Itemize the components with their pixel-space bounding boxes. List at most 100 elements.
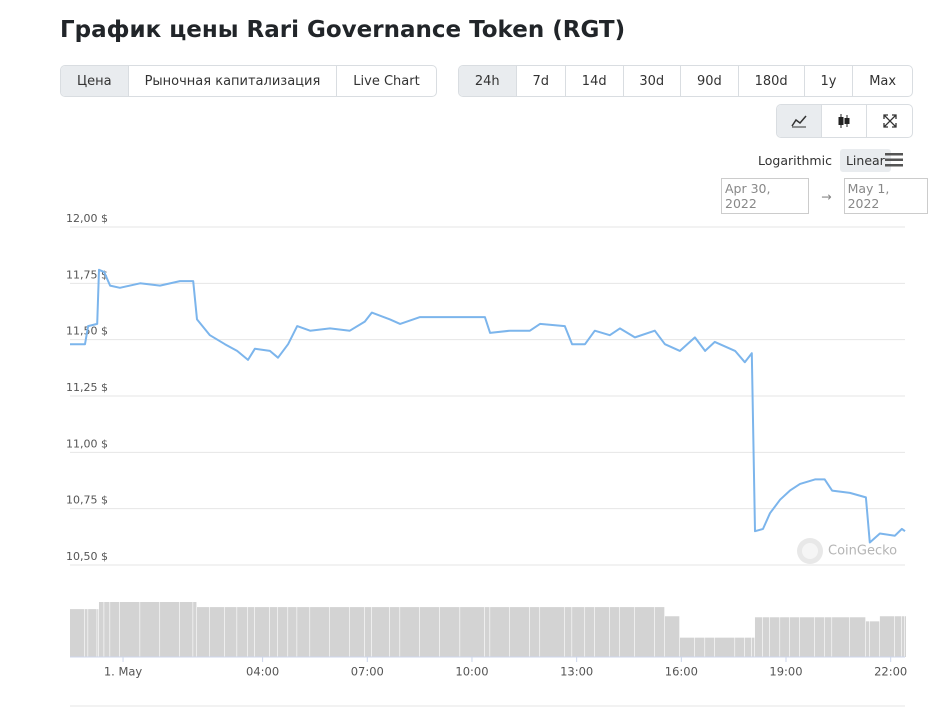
volume-bar (400, 607, 420, 657)
volume-bar (310, 607, 330, 657)
volume-bar (297, 607, 310, 657)
volume-bar (654, 607, 665, 657)
volume-bar (179, 602, 193, 657)
y-tick-label: 11,25 $ (66, 381, 108, 394)
volume-bar (160, 602, 180, 657)
view-tab[interactable]: Live Chart (353, 73, 420, 89)
volume-bar (439, 607, 460, 657)
volume-bar (735, 637, 745, 657)
volume-bar (104, 602, 110, 657)
range-button[interactable]: 7d (517, 66, 566, 96)
view-tabs: Цена Рыночная капитализация Live Chart (60, 65, 437, 97)
volume-bar (865, 621, 870, 657)
date-to[interactable]: May 1, 2022 (843, 178, 928, 214)
volume-bar (329, 607, 350, 657)
volume-bar (754, 617, 763, 657)
volume-bar (751, 637, 755, 657)
volume-bar (510, 607, 530, 657)
volume-bar (894, 616, 902, 657)
x-tick-label: 13:00 (560, 665, 593, 679)
y-tick-label: 12,00 $ (66, 212, 108, 225)
scale-linear[interactable]: Linear (839, 149, 891, 172)
y-tick-label: 11,00 $ (66, 437, 108, 450)
x-tick-label: 19:00 (769, 665, 802, 679)
range-button[interactable]: 14d (566, 66, 624, 96)
volume-bar (901, 616, 905, 657)
volume-bar (824, 617, 832, 657)
volume-bar (119, 602, 140, 657)
view-tab[interactable]: Цена (61, 66, 129, 96)
volume-bar (762, 617, 770, 657)
volume-bar (705, 637, 715, 657)
volume-bar (277, 607, 288, 657)
menu-button[interactable] (885, 153, 903, 167)
volume-bar (269, 607, 278, 657)
view-tab[interactable]: Рыночная капитализация (129, 66, 338, 96)
line-chart-button[interactable] (777, 105, 822, 137)
volume-bar (209, 607, 225, 657)
volume-bar (619, 607, 635, 657)
volume-bar (564, 607, 572, 657)
scale-log[interactable]: Logarithmic (758, 153, 832, 168)
range-button[interactable]: Max (869, 73, 897, 89)
range-button[interactable]: 180d (739, 66, 805, 96)
candle-icon (838, 114, 850, 128)
volume-bar (594, 607, 610, 657)
date-separator: → (821, 188, 832, 204)
watermark: CoinGecko (797, 538, 897, 564)
x-tick-label: 16:00 (665, 665, 698, 679)
volume-bar (197, 607, 210, 657)
volume-bar (247, 607, 255, 657)
volume-bar (254, 607, 270, 657)
volume-bar (585, 607, 595, 657)
volume-bar (694, 637, 705, 657)
volume-bar (88, 609, 97, 657)
volume-bar (70, 609, 85, 657)
volume-bar (540, 607, 565, 657)
fullscreen-button[interactable] (867, 105, 912, 137)
volume-bar (140, 602, 160, 657)
range-button[interactable]: 30d (624, 66, 682, 96)
watermark-text: CoinGecko (828, 544, 897, 559)
volume-bar (97, 609, 99, 657)
volume-bar (769, 617, 780, 657)
volume-bar (349, 607, 365, 657)
watermark-logo-inner (802, 543, 818, 559)
volume-bar (371, 607, 390, 657)
volume-bar (814, 617, 825, 657)
volume-bar (789, 617, 800, 657)
volume-bar (460, 607, 485, 657)
volume-bar (849, 617, 866, 657)
candle-chart-button[interactable] (822, 105, 867, 137)
volume-bar (799, 617, 815, 657)
y-tick-label: 10,50 $ (66, 550, 108, 563)
date-from[interactable]: Apr 30, 2022 (721, 178, 810, 214)
volume-bar (389, 607, 400, 657)
x-tick-label: 07:00 (351, 665, 384, 679)
x-tick-label: 1. May (104, 665, 143, 679)
date-range: Apr 30, 2022 → May 1, 2022 (721, 178, 928, 214)
volume-bar (664, 616, 680, 657)
volume-bar (193, 602, 197, 657)
volume-bar (905, 616, 906, 657)
volume-bar (85, 609, 88, 657)
volume-bar (490, 607, 510, 657)
volume-bar (419, 607, 440, 657)
y-tick-label: 11,75 $ (66, 268, 108, 281)
fullscreen-icon (882, 114, 897, 128)
volume-bar (224, 607, 237, 657)
range-button[interactable]: 90d (681, 66, 739, 96)
range-button[interactable]: 24h (459, 66, 517, 96)
volume-bar (679, 637, 695, 657)
volume-bar (484, 607, 490, 657)
volume-bar (98, 602, 104, 657)
x-tick-label: 10:00 (455, 665, 488, 679)
scale-switch: Logarithmic Linear (752, 149, 891, 172)
range-buttons: 24h 7d 14d 30d 90d 180d 1y Max (458, 65, 913, 97)
range-button[interactable]: 1y (805, 66, 854, 96)
volume-bar (110, 602, 120, 657)
volume-bar (879, 616, 895, 657)
price-line (70, 268, 906, 544)
